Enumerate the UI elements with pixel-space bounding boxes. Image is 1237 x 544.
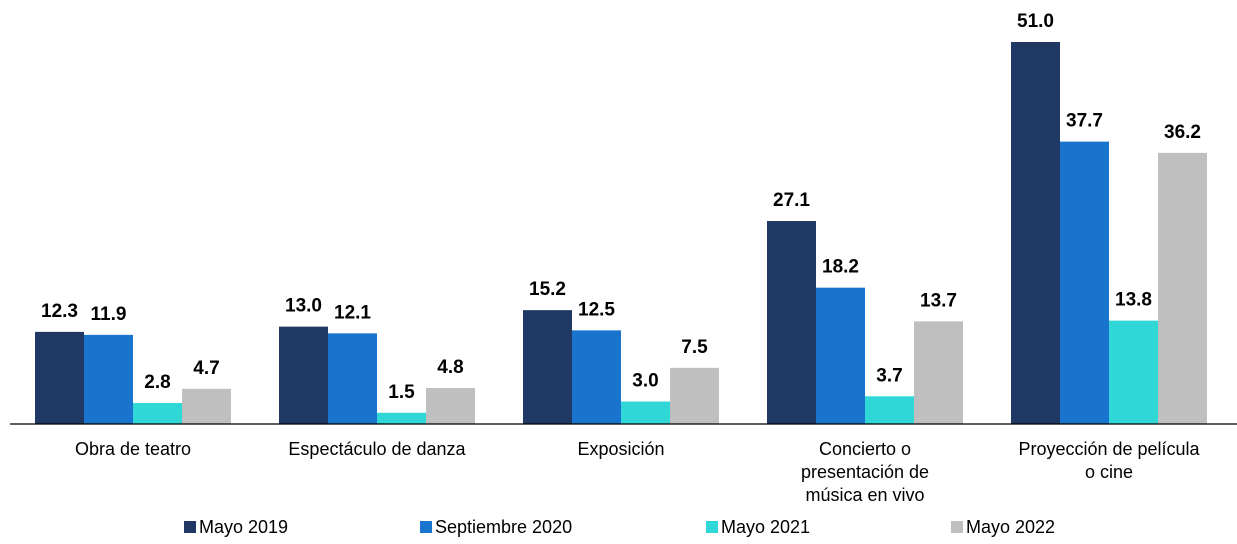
value-label: 13.7 [920, 290, 957, 311]
bar [1109, 320, 1158, 424]
bar [1158, 152, 1207, 424]
value-label: 4.7 [193, 358, 219, 379]
value-label: 3.0 [632, 371, 658, 392]
value-label: 18.2 [822, 257, 859, 278]
legend-label: Mayo 2021 [721, 517, 810, 537]
legend-swatch [420, 521, 432, 533]
x-tick-label: Concierto o presentación de música en vi… [800, 439, 930, 505]
value-label: 2.8 [144, 372, 170, 393]
bar [133, 403, 182, 424]
bar [1060, 141, 1109, 424]
bar [84, 334, 133, 424]
value-label: 13.8 [1115, 290, 1152, 311]
bar [621, 401, 670, 424]
legend-label: Septiembre 2020 [435, 517, 572, 537]
bar [670, 367, 719, 424]
value-label: 37.7 [1066, 111, 1103, 132]
bar [572, 330, 621, 424]
value-label: 51.0 [1017, 11, 1054, 32]
value-label: 11.9 [91, 304, 127, 325]
bar [767, 221, 816, 424]
value-label: 12.5 [578, 299, 615, 320]
value-label: 12.3 [41, 301, 78, 322]
bar [914, 321, 963, 424]
legend-swatch [706, 521, 718, 533]
bar [279, 326, 328, 424]
bar [523, 310, 572, 424]
value-label: 15.2 [529, 279, 566, 300]
bar [35, 331, 84, 424]
value-label: 7.5 [681, 337, 708, 358]
x-tick-label: Exposición [577, 439, 665, 459]
x-tick-label: Espectáculo de danza [288, 439, 466, 459]
bar [377, 412, 426, 424]
bar [328, 333, 377, 424]
bar [816, 287, 865, 424]
value-label: 36.2 [1164, 122, 1201, 143]
bar [182, 388, 231, 424]
legend-label: Mayo 2022 [966, 517, 1055, 537]
bar [865, 396, 914, 424]
value-label: 4.8 [437, 357, 463, 378]
value-label: 1.5 [388, 382, 415, 403]
value-label: 13.0 [285, 296, 322, 317]
bar [426, 388, 475, 424]
bar [1011, 42, 1060, 424]
x-tick-label: Obra de teatro [74, 439, 192, 459]
value-label: 27.1 [773, 190, 810, 211]
value-label: 12.1 [334, 302, 371, 323]
legend-label: Mayo 2019 [199, 517, 288, 537]
legend-swatch [951, 521, 963, 533]
value-label: 3.7 [876, 365, 902, 386]
x-tick-label: Proyección de película o cine [1018, 439, 1200, 482]
legend-swatch [184, 521, 196, 533]
